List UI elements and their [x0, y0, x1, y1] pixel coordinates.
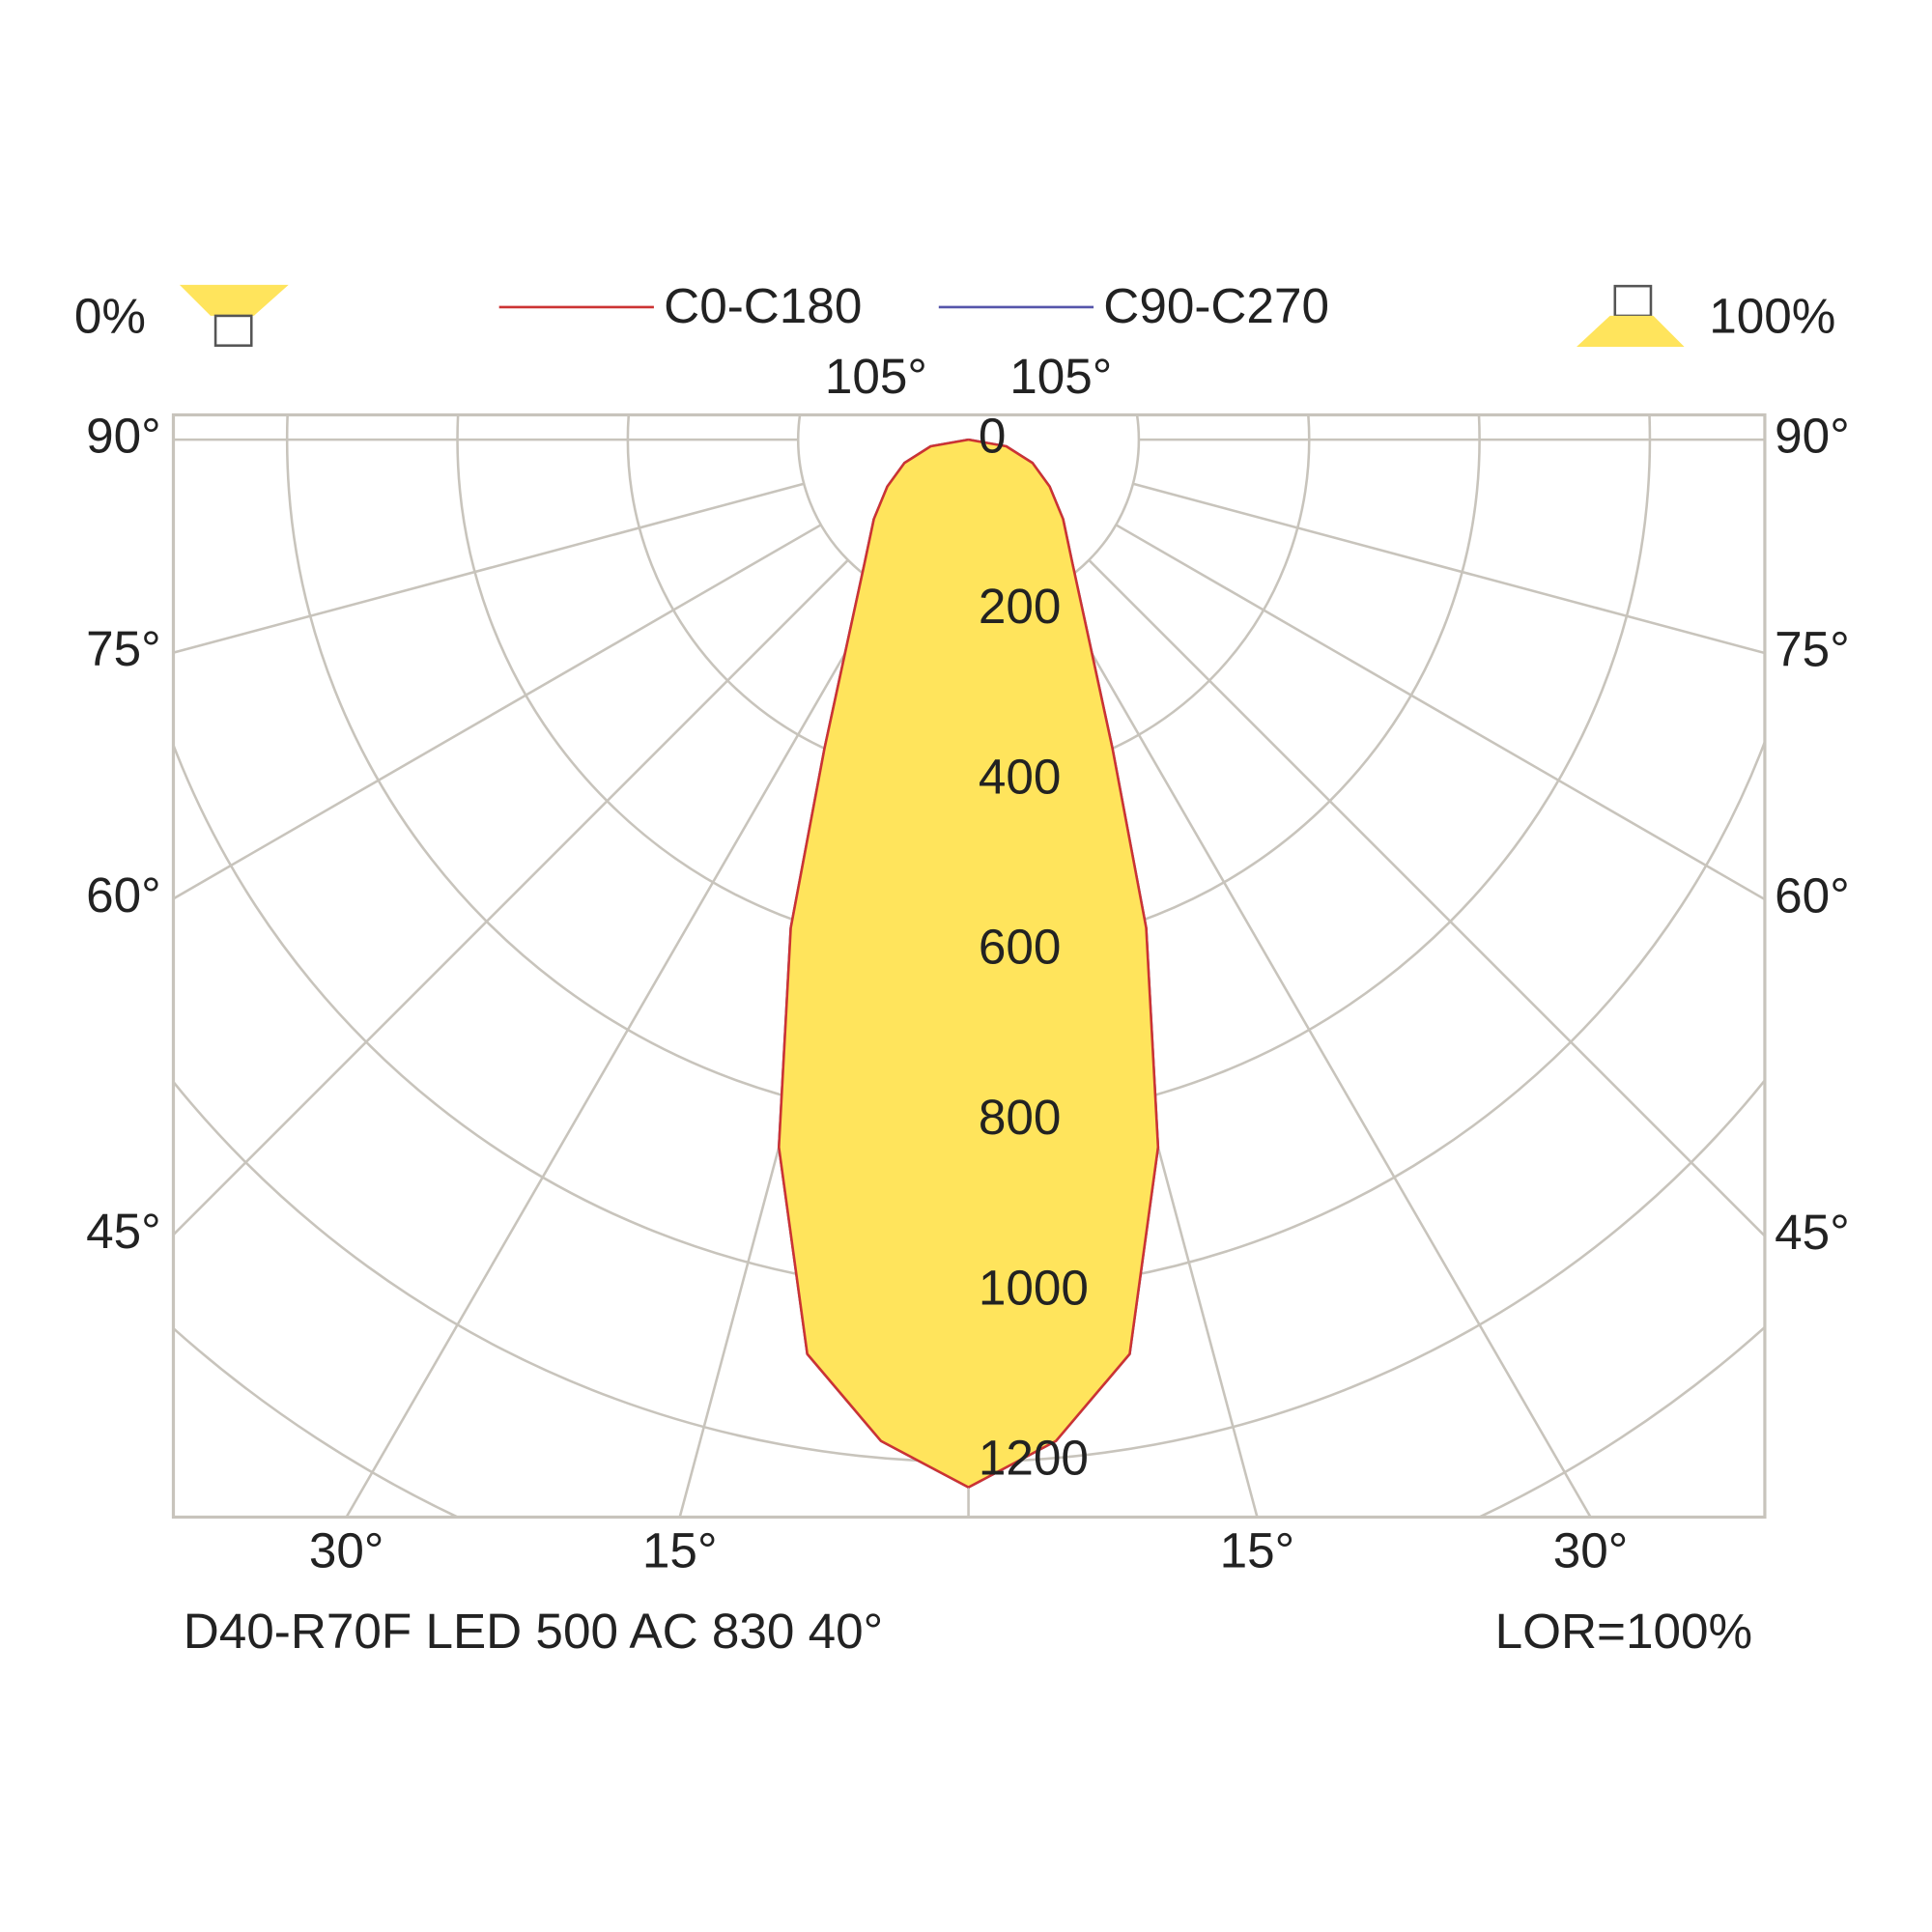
grid-line [345, 586, 885, 1518]
icon-box [213, 314, 253, 347]
angle-label: 105° [825, 349, 927, 404]
grid-line [173, 558, 849, 1236]
grid-line [1132, 482, 1765, 655]
angle-label: 45° [86, 1204, 161, 1259]
r-tick-label: 400 [979, 749, 1062, 804]
frame [171, 412, 1767, 1520]
angle-label: 105° [1009, 349, 1112, 404]
r-tick-label: 200 [979, 579, 1062, 634]
r-tick-label: 1000 [979, 1260, 1089, 1315]
angle-label: 30° [1553, 1523, 1629, 1578]
angle-label: 90° [1775, 409, 1850, 464]
r-tick-label: 0 [979, 409, 1007, 464]
icon-box [1613, 284, 1653, 318]
grid-line [173, 524, 822, 900]
angle-label: 75° [1775, 622, 1850, 677]
angle-label: 15° [642, 1523, 718, 1578]
r-tick-label: 800 [979, 1090, 1062, 1145]
angle-label: 45° [1775, 1205, 1850, 1260]
r-tick-label: 600 [979, 920, 1062, 975]
angle-label: 75° [86, 621, 161, 676]
footer-right: LOR=100% [1495, 1604, 1752, 1659]
grid-line [1115, 524, 1765, 901]
grid-line [173, 482, 805, 654]
r-tick-label: 1200 [979, 1431, 1089, 1486]
footer-left: D40-R70F LED 500 AC 830 40° [184, 1604, 883, 1659]
grid-line [1088, 558, 1765, 1237]
legend-label: C90-C270 [1103, 278, 1329, 333]
intensity-curve [967, 438, 1160, 1489]
icon-down [179, 284, 289, 316]
angle-label: 30° [309, 1523, 384, 1578]
angle-label: 90° [86, 409, 161, 464]
icon-up [1577, 315, 1685, 347]
grid-line [1052, 586, 1592, 1518]
legend-label: C0-C180 [664, 278, 862, 333]
header-left: 0% [74, 288, 146, 343]
angle-label: 15° [1220, 1523, 1295, 1578]
angle-label: 60° [1775, 868, 1850, 923]
angle-label: 60° [86, 867, 161, 923]
header-right: 100% [1709, 288, 1835, 343]
intensity-curve [778, 438, 970, 1489]
